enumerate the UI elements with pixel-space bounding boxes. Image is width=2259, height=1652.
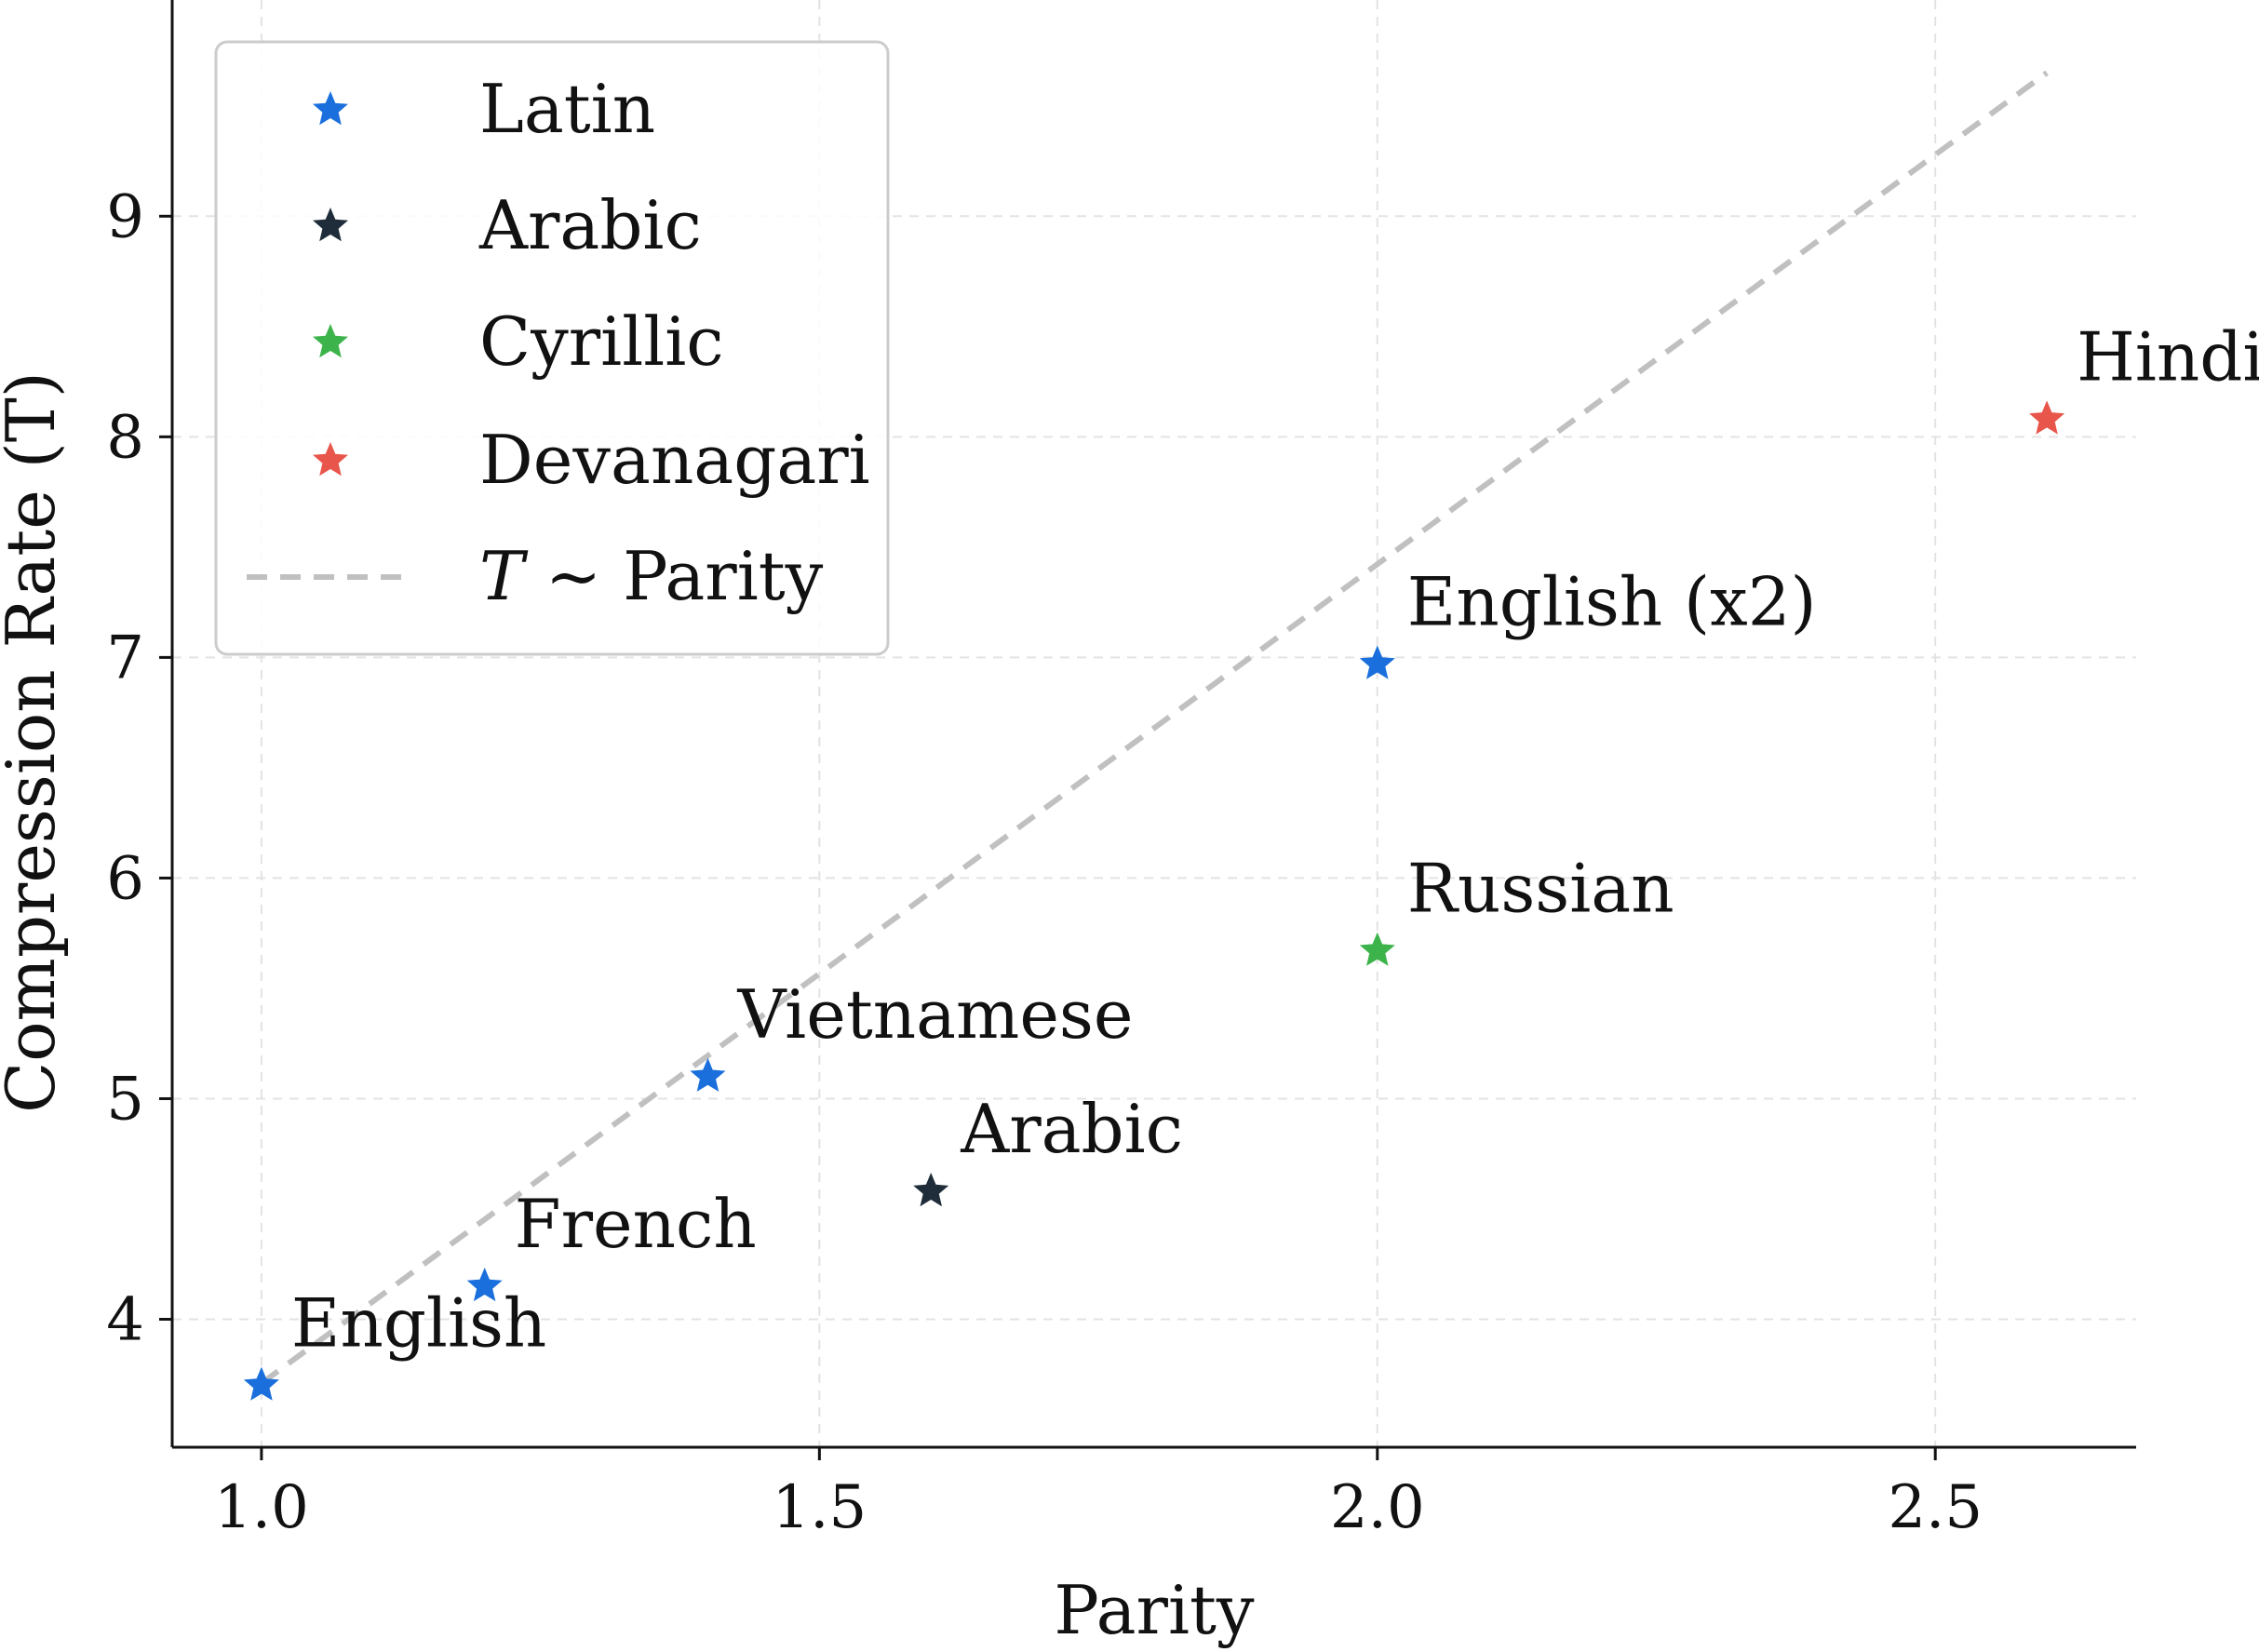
trend-line	[260, 70, 2049, 1386]
y-tick-label: 7	[106, 624, 144, 692]
trend-line-layer	[260, 70, 2049, 1386]
legend: Latin Arabic Cyrillic Devanagari T ∼ Parity	[214, 40, 890, 656]
point-label: Russian	[1407, 850, 1674, 928]
x-tick-label: 1.0	[214, 1473, 309, 1542]
legend-items: Latin Arabic Cyrillic Devanagari T ∼ Parity	[247, 70, 870, 615]
data-point-star	[913, 1173, 949, 1207]
x-axis-label: Parity	[1054, 1571, 1255, 1649]
legend-label: Devanagari	[479, 421, 870, 499]
data-point-star	[1359, 645, 1395, 679]
legend-box	[214, 40, 890, 656]
legend-marker	[313, 91, 348, 126]
data-point-star	[466, 1268, 503, 1302]
data-point-star	[2029, 400, 2065, 435]
legend-label-rest: ∼ Parity	[524, 537, 824, 615]
point-annotations: English French Vietnamese English (x2) Arabi…	[291, 317, 2259, 1362]
ticks: 1.0 1.5 2.0 2.5 4 5 6 7 8 9	[106, 182, 1983, 1542]
y-tick-label: 4	[106, 1286, 144, 1355]
x-tick-label: 1.5	[772, 1473, 867, 1542]
y-tick-label: 9	[106, 182, 144, 251]
point-label: English	[291, 1284, 546, 1363]
data-points	[243, 400, 2065, 1401]
point-label: Hindi	[2077, 317, 2259, 396]
point-label: Vietnamese	[736, 975, 1133, 1054]
y-tick-label: 5	[106, 1065, 144, 1134]
y-tick-label: 8	[106, 403, 144, 472]
legend-marker	[313, 442, 348, 477]
legend-label: Latin	[479, 70, 655, 148]
y-axis-label: Compression Rate (T)	[0, 371, 70, 1113]
legend-label: T ∼ Parity	[479, 537, 824, 615]
x-tick-label: 2.0	[1330, 1473, 1425, 1542]
legend-label-var: T	[479, 537, 529, 615]
point-label: Arabic	[960, 1090, 1183, 1168]
axes	[170, 0, 2136, 1449]
data-point-star	[243, 1366, 279, 1401]
point-label: English (x2)	[1407, 562, 1817, 640]
point-label: French	[515, 1185, 757, 1263]
data-point-star	[1359, 932, 1395, 966]
legend-marker	[313, 324, 348, 358]
data-point-star	[690, 1057, 726, 1092]
legend-label: Cyrillic	[479, 302, 724, 381]
x-tick-label: 2.5	[1888, 1473, 1983, 1542]
y-tick-label: 6	[106, 844, 144, 913]
legend-marker	[313, 208, 348, 242]
legend-label: Arabic	[478, 186, 702, 264]
